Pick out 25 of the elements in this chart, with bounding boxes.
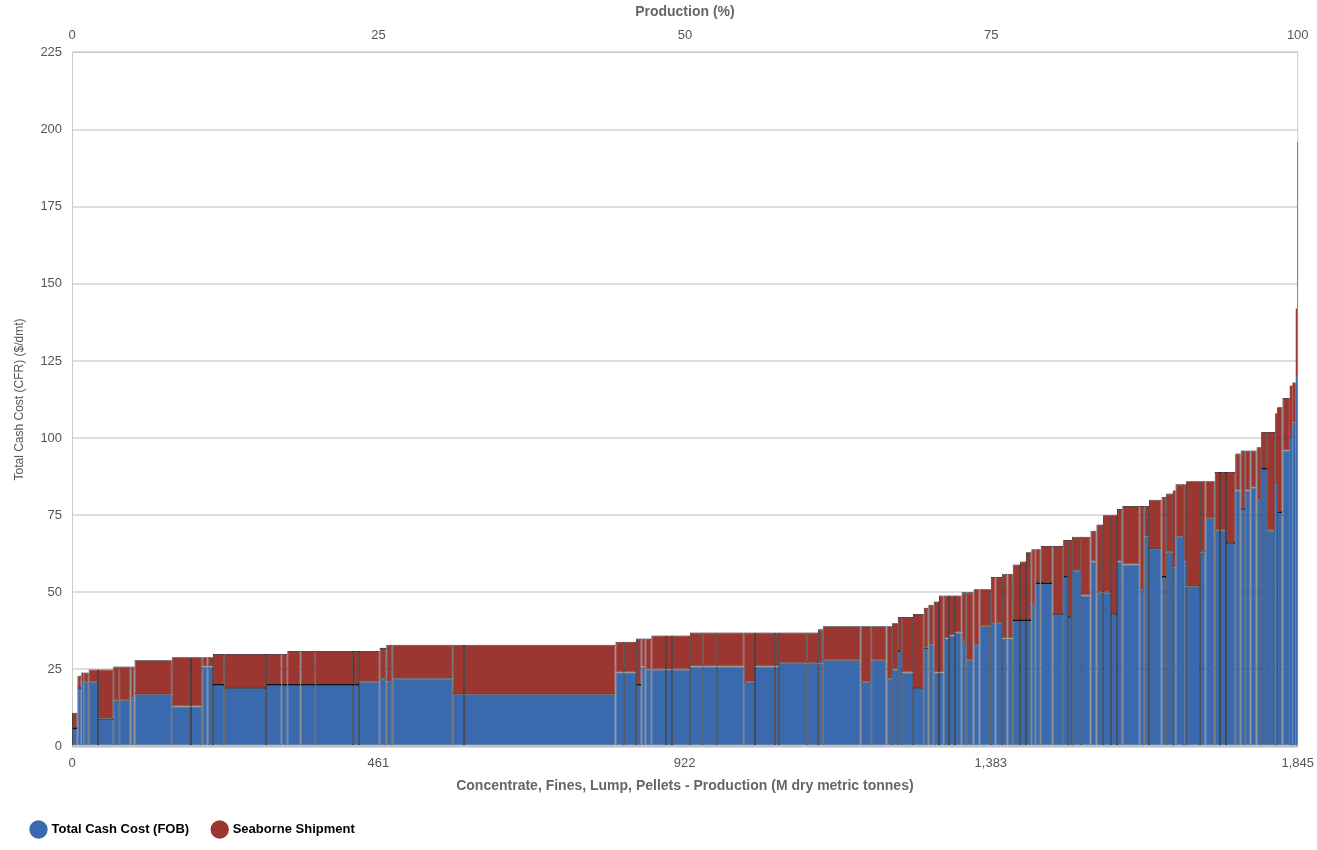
x-tick-label: 1,845: [1281, 754, 1315, 770]
x-tick-label: 922: [673, 754, 696, 770]
x2-tick-label: 25: [371, 27, 386, 43]
y-tick-label: 200: [40, 121, 63, 137]
y-tick-label: 150: [40, 275, 63, 291]
y-axis-title: Total Cash Cost (CFR) ($/dmt): [11, 318, 26, 481]
x-tick-label: 0: [68, 754, 76, 770]
x2-tick-label: 75: [984, 27, 999, 43]
y-tick-label: 75: [47, 506, 63, 522]
x-tick-label: 1,383: [974, 754, 1008, 770]
y-tick-label: 175: [40, 198, 63, 214]
x2-axis-title: Production (%): [635, 3, 735, 20]
legend-label: Total Cash Cost (FOB): [51, 821, 190, 837]
x-axis-title: Concentrate, Fines, Lump, Pellets - Production (M dry metric tonnes): [456, 777, 914, 794]
y-tick-label: 125: [40, 352, 63, 368]
y-tick-label: 25: [47, 661, 63, 677]
x2-tick-label: 100: [1286, 27, 1309, 43]
y-tick-label: 225: [40, 43, 63, 59]
y-tick-label: 100: [40, 429, 63, 445]
y-tick-label: 0: [54, 738, 63, 754]
x2-tick-label: 50: [677, 27, 693, 43]
y-tick-label: 50: [47, 583, 63, 599]
x2-tick-label: 0: [68, 27, 76, 43]
legend-label: Seaborne Shipment: [232, 821, 356, 837]
x-tick-label: 461: [367, 754, 390, 770]
